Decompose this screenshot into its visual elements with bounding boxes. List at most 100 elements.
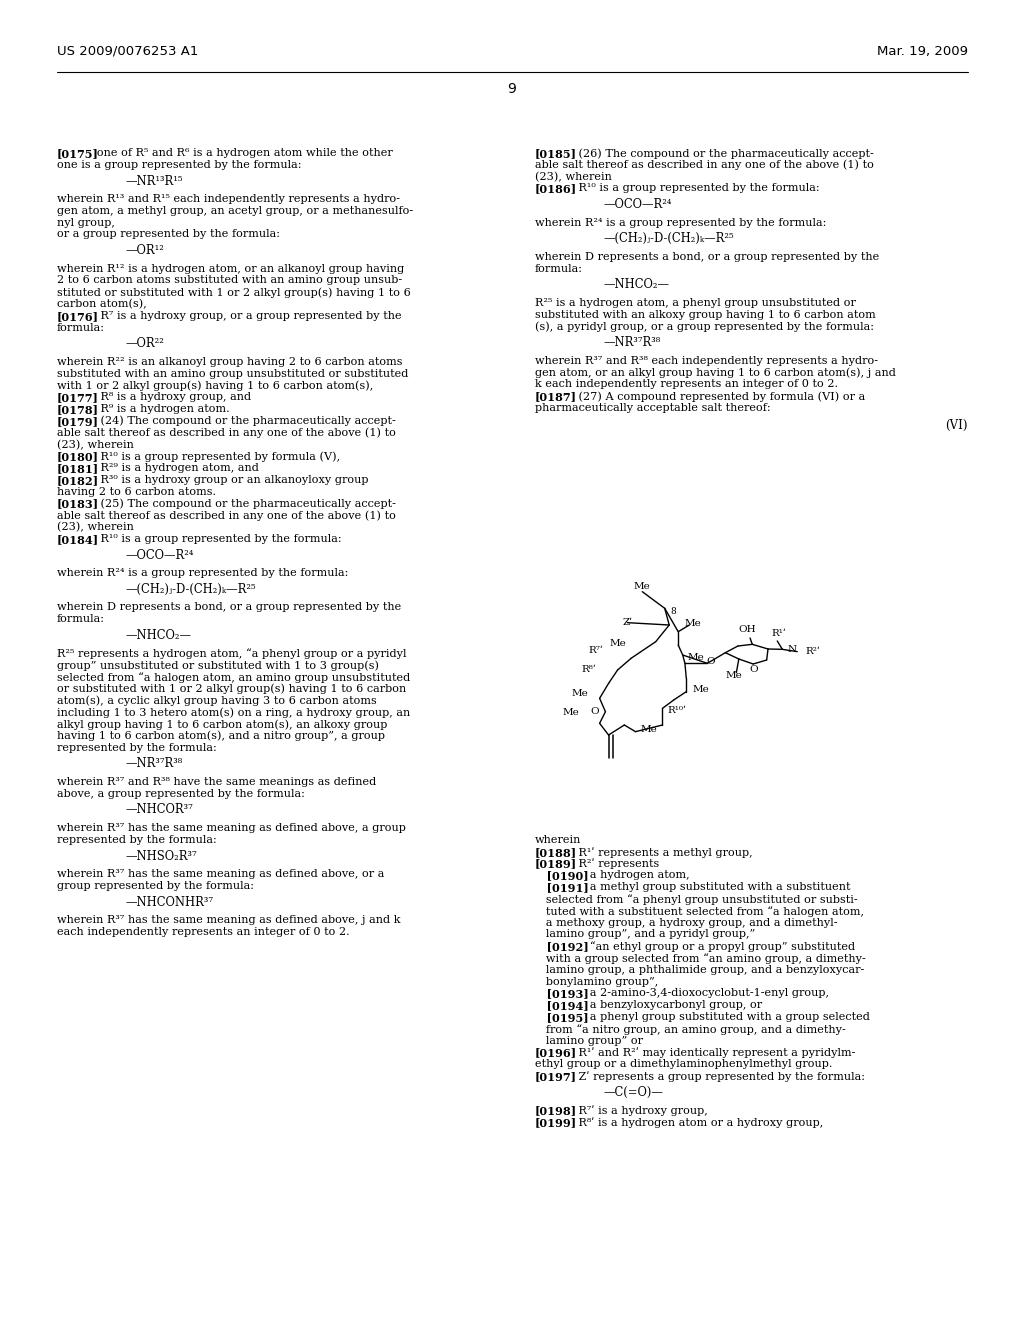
Text: [0191]: [0191]	[535, 882, 589, 894]
Text: R¹ʹ and R²ʹ may identically represent a pyridylm-: R¹ʹ and R²ʹ may identically represent a …	[564, 1047, 855, 1059]
Text: [0188]: [0188]	[535, 847, 578, 858]
Text: tuted with a substituent selected from “a halogen atom,: tuted with a substituent selected from “…	[535, 906, 864, 916]
Text: pharmaceutically acceptable salt thereof:: pharmaceutically acceptable salt thereof…	[535, 403, 771, 413]
Text: Me: Me	[692, 685, 709, 694]
Text: O: O	[591, 708, 599, 717]
Text: wherein R²⁴ is a group represented by the formula:: wherein R²⁴ is a group represented by th…	[57, 568, 348, 578]
Text: a benzyloxycarbonyl group, or: a benzyloxycarbonyl group, or	[579, 1001, 762, 1010]
Text: [0196]: [0196]	[535, 1047, 578, 1059]
Text: R²ʹ: R²ʹ	[805, 647, 820, 656]
Text: [0187]: [0187]	[535, 391, 577, 403]
Text: wherein R¹² is a hydrogen atom, or an alkanoyl group having: wherein R¹² is a hydrogen atom, or an al…	[57, 264, 404, 273]
Text: stituted or substituted with 1 or 2 alkyl group(s) having 1 to 6: stituted or substituted with 1 or 2 alky…	[57, 288, 411, 298]
Text: able salt thereof as described in any one of the above (1) to: able salt thereof as described in any on…	[57, 511, 396, 521]
Text: formula:: formula:	[535, 264, 583, 273]
Text: wherein D represents a bond, or a group represented by the: wherein D represents a bond, or a group …	[535, 252, 880, 261]
Text: R²ʹ represents: R²ʹ represents	[564, 858, 659, 870]
Text: gen atom, a methyl group, an acetyl group, or a methanesulfo-: gen atom, a methyl group, an acetyl grou…	[57, 206, 413, 216]
Text: or substituted with 1 or 2 alkyl group(s) having 1 to 6 carbon: or substituted with 1 or 2 alkyl group(s…	[57, 684, 407, 694]
Text: [0190]: [0190]	[535, 870, 589, 882]
Text: wherein R²² is an alkanoyl group having 2 to 6 carbon atoms: wherein R²² is an alkanoyl group having …	[57, 356, 402, 367]
Text: Mar. 19, 2009: Mar. 19, 2009	[877, 45, 968, 58]
Text: one of R⁵ and R⁶ is a hydrogen atom while the other: one of R⁵ and R⁶ is a hydrogen atom whil…	[86, 148, 393, 158]
Text: —NHCO₂—: —NHCO₂—	[603, 279, 669, 292]
Text: —NHCOR³⁷: —NHCOR³⁷	[125, 804, 193, 817]
Text: R¹⁰ is a group represented by the formula:: R¹⁰ is a group represented by the formul…	[86, 533, 342, 544]
Text: [0175]: [0175]	[57, 148, 99, 158]
Text: (27) A compound represented by formula (VI) or a: (27) A compound represented by formula (…	[564, 391, 865, 401]
Text: R²⁵ represents a hydrogen atom, “a phenyl group or a pyridyl: R²⁵ represents a hydrogen atom, “a pheny…	[57, 648, 407, 659]
Text: (23), wherein: (23), wherein	[57, 440, 134, 450]
Text: Me: Me	[609, 639, 626, 648]
Text: nyl group,: nyl group,	[57, 218, 115, 227]
Text: group represented by the formula:: group represented by the formula:	[57, 880, 254, 891]
Text: [0184]: [0184]	[57, 533, 99, 545]
Text: carbon atom(s),: carbon atom(s),	[57, 300, 146, 309]
Text: —NHCO₂—: —NHCO₂—	[125, 628, 191, 642]
Text: a phenyl group substituted with a group selected: a phenyl group substituted with a group …	[579, 1012, 869, 1022]
Text: above, a group represented by the formula:: above, a group represented by the formul…	[57, 789, 305, 799]
Text: R³⁰ is a hydroxy group or an alkanoyloxy group: R³⁰ is a hydroxy group or an alkanoyloxy…	[86, 475, 369, 484]
Text: represented by the formula:: represented by the formula:	[57, 743, 217, 752]
Text: Me: Me	[634, 582, 650, 591]
Text: a 2-amino-3,4-dioxocyclobut-1-enyl group,: a 2-amino-3,4-dioxocyclobut-1-enyl group…	[579, 989, 828, 998]
Text: [0178]: [0178]	[57, 404, 99, 414]
Text: (24) The compound or the pharmaceutically accept-: (24) The compound or the pharmaceuticall…	[86, 416, 396, 426]
Text: [0197]: [0197]	[535, 1071, 577, 1082]
Text: wherein R³⁷ has the same meaning as defined above, j and k: wherein R³⁷ has the same meaning as defi…	[57, 915, 400, 925]
Text: lamino group”, and a pyridyl group,”: lamino group”, and a pyridyl group,”	[535, 929, 756, 940]
Text: selected from “a halogen atom, an amino group unsubstituted: selected from “a halogen atom, an amino …	[57, 672, 411, 682]
Text: R⁹ is a hydrogen atom.: R⁹ is a hydrogen atom.	[86, 404, 229, 414]
Text: R²⁵ is a hydrogen atom, a phenyl group unsubstituted or: R²⁵ is a hydrogen atom, a phenyl group u…	[535, 298, 856, 308]
Text: Me: Me	[688, 652, 705, 661]
Text: substituted with an alkoxy group having 1 to 6 carbon atom: substituted with an alkoxy group having …	[535, 310, 876, 319]
Text: gen atom, or an alkyl group having 1 to 6 carbon atom(s), j and: gen atom, or an alkyl group having 1 to …	[535, 367, 896, 378]
Text: [0194]: [0194]	[535, 1001, 589, 1011]
Text: Zʹ represents a group represented by the formula:: Zʹ represents a group represented by the…	[564, 1071, 865, 1082]
Text: lamino group, a phthalimide group, and a benzyloxycar-: lamino group, a phthalimide group, and a…	[535, 965, 864, 974]
Text: (23), wherein: (23), wherein	[57, 523, 134, 532]
Text: substituted with an amino group unsubstituted or substituted: substituted with an amino group unsubsti…	[57, 368, 409, 379]
Text: N: N	[787, 645, 797, 653]
Text: [0189]: [0189]	[535, 858, 578, 870]
Text: 2 to 6 carbon atoms substituted with an amino group unsub-: 2 to 6 carbon atoms substituted with an …	[57, 276, 402, 285]
Text: R⁷ is a hydroxy group, or a group represented by the: R⁷ is a hydroxy group, or a group repres…	[86, 310, 401, 321]
Text: with 1 or 2 alkyl group(s) having 1 to 6 carbon atom(s),: with 1 or 2 alkyl group(s) having 1 to 6…	[57, 380, 374, 391]
Text: k each independently represents an integer of 0 to 2.: k each independently represents an integ…	[535, 379, 838, 389]
Text: [0179]: [0179]	[57, 416, 99, 426]
Text: wherein R³⁷ has the same meaning as defined above, a group: wherein R³⁷ has the same meaning as defi…	[57, 822, 406, 833]
Text: —OCO—R²⁴: —OCO—R²⁴	[125, 549, 194, 561]
Text: having 1 to 6 carbon atom(s), and a nitro group”, a group: having 1 to 6 carbon atom(s), and a nitr…	[57, 731, 385, 742]
Text: Me: Me	[572, 689, 589, 698]
Text: [0193]: [0193]	[535, 989, 589, 999]
Text: R⁸ is a hydroxy group, and: R⁸ is a hydroxy group, and	[86, 392, 251, 403]
Text: a hydrogen atom,: a hydrogen atom,	[579, 870, 689, 880]
Text: a methyl group substituted with a substituent: a methyl group substituted with a substi…	[579, 882, 850, 892]
Text: a methoxy group, a hydroxy group, and a dimethyl-: a methoxy group, a hydroxy group, and a …	[535, 917, 838, 928]
Text: able salt thereof as described in any one of the above (1) to: able salt thereof as described in any on…	[535, 160, 873, 170]
Text: (VI): (VI)	[945, 418, 968, 432]
Text: —OR²²: —OR²²	[125, 338, 164, 350]
Text: US 2009/0076253 A1: US 2009/0076253 A1	[57, 45, 199, 58]
Text: selected from “a phenyl group unsubstituted or substi-: selected from “a phenyl group unsubstitu…	[535, 894, 858, 904]
Text: R¹⁰ is a group represented by the formula:: R¹⁰ is a group represented by the formul…	[564, 183, 820, 194]
Text: [0186]: [0186]	[535, 183, 578, 194]
Text: [0195]: [0195]	[535, 1012, 589, 1023]
Text: (26) The compound or the pharmaceutically accept-: (26) The compound or the pharmaceuticall…	[564, 148, 873, 158]
Text: R⁷ʹ is a hydroxy group,: R⁷ʹ is a hydroxy group,	[564, 1105, 708, 1115]
Text: R¹ʹ represents a methyl group,: R¹ʹ represents a methyl group,	[564, 847, 753, 858]
Text: (s), a pyridyl group, or a group represented by the formula:: (s), a pyridyl group, or a group represe…	[535, 322, 874, 333]
Text: wherein R³⁷ has the same meaning as defined above, or a: wherein R³⁷ has the same meaning as defi…	[57, 869, 384, 879]
Text: having 2 to 6 carbon atoms.: having 2 to 6 carbon atoms.	[57, 487, 216, 496]
Text: [0182]: [0182]	[57, 475, 99, 486]
Text: wherein R³⁷ and R³⁸ have the same meanings as defined: wherein R³⁷ and R³⁸ have the same meanin…	[57, 777, 376, 787]
Text: (23), wherein: (23), wherein	[535, 172, 612, 182]
Text: [0199]: [0199]	[535, 1117, 578, 1129]
Text: each independently represents an integer of 0 to 2.: each independently represents an integer…	[57, 927, 349, 937]
Text: Me: Me	[726, 671, 742, 680]
Text: O: O	[707, 657, 715, 665]
Text: R¹⁰ʹ: R¹⁰ʹ	[668, 706, 686, 715]
Text: one is a group represented by the formula:: one is a group represented by the formul…	[57, 160, 301, 170]
Text: ethyl group or a dimethylaminophenylmethyl group.: ethyl group or a dimethylaminophenylmeth…	[535, 1059, 833, 1069]
Text: wherein D represents a bond, or a group represented by the: wherein D represents a bond, or a group …	[57, 602, 401, 612]
